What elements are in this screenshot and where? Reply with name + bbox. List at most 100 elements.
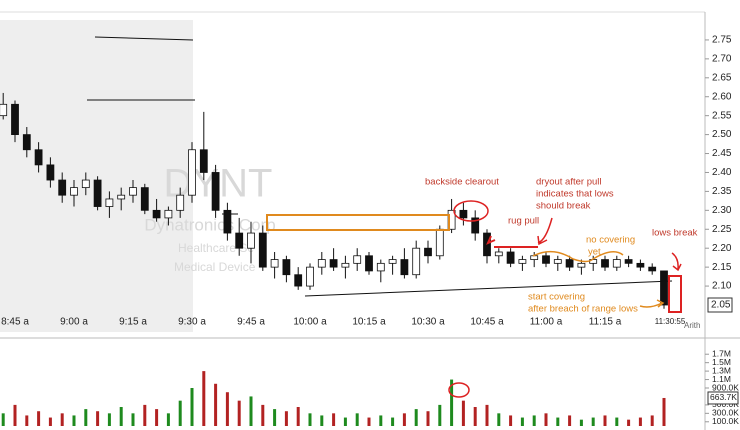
y-tick-label: 2.45 (712, 148, 732, 159)
candle-body (612, 259, 621, 268)
volume-bar (119, 407, 123, 426)
volume-bar (497, 413, 501, 426)
candle-body (152, 209, 161, 219)
support-line (304, 280, 673, 297)
candle-body (329, 259, 338, 268)
x-tick-label: 9:00 a (60, 317, 88, 328)
arrow (671, 252, 682, 272)
candle-body (353, 255, 362, 264)
x-tick-label: 8:45 a (1, 317, 29, 328)
volume-bar (72, 415, 76, 426)
volume-bar (84, 409, 88, 426)
y-tick-label: 2.50 (712, 129, 732, 140)
volume-tick-label: 1.1M (712, 374, 731, 384)
volume-bar (520, 417, 524, 426)
volume-bar (37, 411, 41, 426)
y-tick-label: 2.60 (712, 91, 732, 102)
volume-tick-label: 900.0K (712, 382, 739, 392)
volume-bar (225, 392, 229, 426)
candle-body (365, 255, 373, 272)
volume-bar (638, 417, 642, 426)
volume-bar (237, 400, 241, 426)
x-tick-label: 10:15 a (352, 317, 386, 328)
candle-body (660, 270, 668, 306)
arrow (537, 217, 553, 246)
candle-body (376, 262, 385, 272)
annotation: yet (588, 247, 601, 258)
x-tick-label: 9:15 a (119, 317, 147, 328)
last-price-label: 2.05 (711, 300, 731, 311)
volume-bar (25, 415, 29, 426)
candle-body (235, 232, 244, 249)
annotation: backside clearout (425, 177, 499, 188)
current-time: 11:30:55 (655, 317, 686, 326)
candle-body (93, 179, 102, 207)
annotation: rug pull (508, 216, 539, 227)
candle-body (506, 251, 515, 264)
y-tick-label: 2.20 (712, 243, 732, 254)
volume-value-label: 663.7K (710, 392, 737, 402)
candle-body (471, 217, 480, 234)
candle-body (494, 251, 503, 257)
annotation: lows break (652, 228, 698, 239)
volume-bar (509, 415, 513, 426)
volume-tick-label: 1.7M (712, 348, 731, 358)
y-tick-label: 2.70 (712, 54, 732, 65)
volume-bar (438, 404, 442, 426)
volume-bar (603, 415, 607, 426)
candle-body (412, 247, 421, 276)
volume-bar (166, 413, 170, 426)
y-tick-label: 2.35 (712, 186, 732, 197)
candle-body (553, 259, 562, 264)
volume-bar (143, 404, 147, 426)
candle-body (459, 209, 468, 219)
candle-body (223, 209, 232, 234)
y-tick-label: 2.40 (712, 167, 732, 178)
volume-bar (615, 417, 619, 426)
y-tick-label: 2.55 (712, 110, 732, 121)
candle-body (140, 187, 149, 211)
candle-body (11, 103, 19, 135)
x-tick-label: 10:00 a (293, 317, 327, 328)
y-tick-label: 2.10 (712, 281, 732, 292)
annotation: indicates that lows (536, 189, 614, 200)
volume-bar (367, 417, 371, 426)
candle-body (247, 232, 255, 249)
annotation: after breach of range lows (528, 304, 638, 315)
y-tick-label: 2.65 (712, 72, 732, 83)
candle-body (34, 149, 43, 166)
volume-bar (296, 407, 300, 426)
volume-bar (450, 379, 454, 426)
circle-annotation (453, 200, 489, 222)
volume-bar (1, 413, 5, 426)
candle-body (518, 259, 527, 264)
candle-body (565, 259, 574, 268)
candle-body (317, 259, 326, 268)
volume-bar (532, 415, 536, 426)
annotation: start covering (528, 292, 585, 303)
scale-label: Arith (684, 321, 700, 330)
volume-tick-label: 1.3M (712, 365, 731, 375)
volume-bar (320, 415, 324, 426)
annotation: no covering (586, 235, 635, 246)
volume-bar (662, 397, 666, 426)
volume-bar (343, 417, 347, 426)
candle-body (282, 259, 291, 276)
candle-body (188, 149, 196, 196)
volume-bar (155, 409, 159, 426)
candle-body (648, 266, 657, 272)
y-tick-label: 2.15 (712, 262, 732, 273)
x-tick-label: 11:00 a (530, 317, 563, 328)
volume-bar (544, 413, 548, 426)
premarket-shade (0, 20, 193, 332)
volume-bar (96, 411, 100, 426)
watermark-company: Dynatronics Corp (144, 215, 275, 234)
candle-body (117, 194, 126, 200)
candle-body (81, 179, 90, 189)
watermark-sector: Healthcare Se (178, 241, 254, 255)
x-tick-label: 9:45 a (237, 317, 265, 328)
candle-body (400, 259, 409, 276)
volume-bar (402, 413, 406, 426)
candle-body (624, 259, 633, 264)
volume-bar (190, 388, 194, 426)
